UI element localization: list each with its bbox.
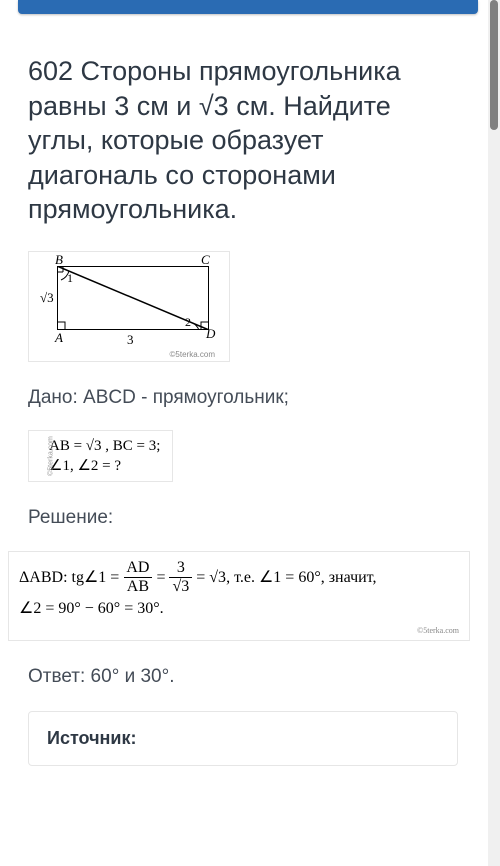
eq1: = (156, 564, 165, 591)
vertex-b-label: B (55, 252, 63, 268)
scrollbar-track[interactable] (488, 0, 500, 866)
given-line-2: ∠1, ∠2 = ? (49, 457, 160, 477)
side-bottom-label: 3 (127, 332, 134, 348)
angle-1-label: 1 (67, 271, 73, 286)
problem-title: 602 Стороны прямоугольника равны 3 см и … (28, 54, 458, 227)
fraction-3-root3: 3 √3 (169, 560, 192, 595)
eq2: = √3 (196, 564, 226, 591)
side-left-label: √3 (40, 290, 54, 306)
given-math-box: ©5terka.com AB = √3 , BC = 3; ∠1, ∠2 = ? (28, 430, 173, 482)
main-content: 602 Стороны прямоугольника равны 3 см и … (0, 14, 486, 766)
vertex-c-label: C (201, 252, 210, 268)
frac2-den: √3 (169, 577, 192, 595)
given-label: Дано: ABCD - прямоугольник; (28, 384, 458, 413)
answer-text: Ответ: 60° и 30°. (28, 663, 458, 692)
solution-label: Решение: (28, 504, 458, 533)
frac2-num: 3 (174, 560, 188, 577)
vertex-d-label: D (206, 326, 215, 342)
frac1-num: AD (123, 560, 152, 577)
sol-prefix: ΔABD: tg∠1 = (19, 564, 119, 591)
given-side-watermark: ©5terka.com (46, 436, 55, 476)
frac1-den: AB (124, 577, 152, 595)
solution-watermark: ©5terka.com (19, 624, 463, 638)
angle-2-label: 2 (185, 315, 191, 330)
fraction-ad-ab: AD AB (123, 560, 152, 595)
scrollbar-thumb[interactable] (490, 0, 498, 130)
rectangle-diagram: B C A D √3 3 1 2 (39, 258, 219, 350)
solution-line-2: ∠2 = 90° − 60° = 30°. (19, 595, 463, 622)
sol-tail1: , т.е. ∠1 = 60°, значит, (226, 564, 376, 591)
solution-line-1: ΔABD: tg∠1 = AD AB = 3 √3 = √3 , т.е. ∠1… (19, 560, 463, 595)
diagram-container: B C A D √3 3 1 2 ©5terka.com (28, 251, 230, 362)
source-label: Источник: (47, 728, 136, 748)
diagram-watermark: ©5terka.com (39, 350, 219, 359)
given-line-1: AB = √3 , BC = 3; (49, 437, 160, 457)
vertex-a-label: A (55, 330, 63, 346)
solution-box: ΔABD: tg∠1 = AD AB = 3 √3 = √3 , т.е. ∠1… (8, 551, 470, 641)
top-bar-remnant (18, 0, 478, 14)
source-box: Источник: (28, 711, 458, 766)
